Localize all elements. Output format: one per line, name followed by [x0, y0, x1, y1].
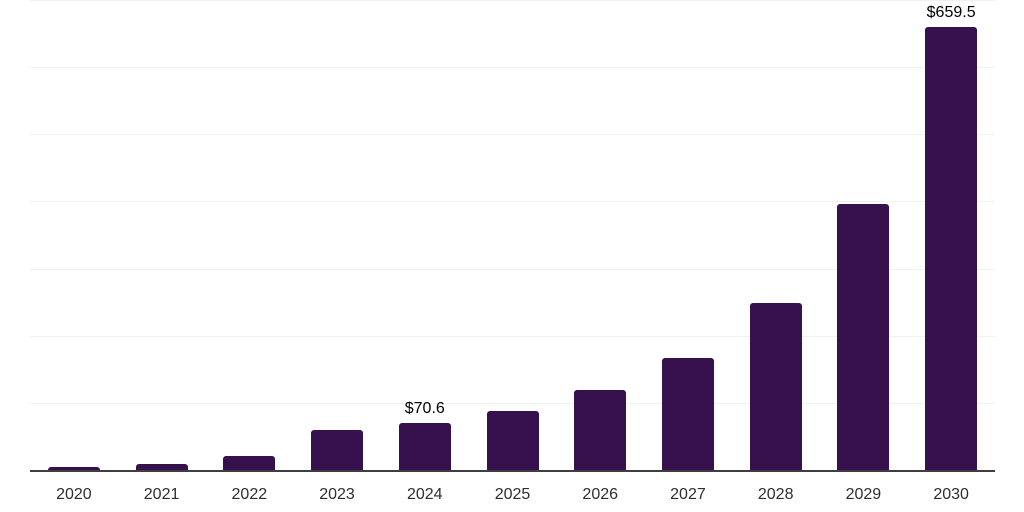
bar-2023[interactable] — [311, 429, 364, 470]
bar-2022[interactable] — [223, 455, 276, 470]
gridline-200 — [30, 335, 995, 337]
bar-2020[interactable] — [47, 467, 100, 470]
gridline-100 — [30, 402, 995, 404]
gridline-600 — [30, 67, 995, 69]
gridline-300 — [30, 268, 995, 270]
x-tick-label-2025: 2025 — [494, 486, 531, 503]
x-tick-label-2022: 2022 — [231, 486, 268, 503]
x-tick-label-2030: 2030 — [933, 486, 969, 503]
bar-2024[interactable] — [398, 422, 451, 470]
bar-2021[interactable] — [135, 464, 188, 470]
x-tick-label-2021: 2021 — [143, 486, 180, 503]
x-tick-label-2024: 2024 — [406, 486, 443, 503]
x-axis-line — [30, 470, 995, 472]
x-tick-label-2026: 2026 — [582, 486, 619, 503]
x-axis-tick-labels: 2020 2021 2022 2023 2024 2025 2026 2027 2028 2029… — [30, 472, 995, 508]
gridline-700 — [30, 0, 995, 1]
x-tick-label-2029: 2029 — [845, 486, 882, 503]
x-tick-label-2028: 2028 — [757, 486, 794, 503]
gridline-400 — [30, 201, 995, 203]
x-tick-label-2023: 2023 — [319, 486, 355, 503]
x-tick-label-2027: 2027 — [670, 486, 706, 503]
bar-2027[interactable] — [661, 358, 714, 470]
bar-value-label-2030: $659.5 — [926, 4, 976, 22]
gridline-500 — [30, 134, 995, 136]
bar-2028[interactable] — [749, 303, 802, 470]
bar-2030[interactable] — [925, 27, 978, 470]
x-tick-label-2020: 2020 — [56, 486, 92, 503]
bar-2029[interactable] — [837, 203, 890, 470]
bar-2025[interactable] — [486, 410, 539, 470]
plot-area: $70.6 $659.5 — [30, 0, 995, 472]
bar-value-label-2024: $70.6 — [404, 399, 445, 417]
bar-2026[interactable] — [574, 390, 627, 470]
